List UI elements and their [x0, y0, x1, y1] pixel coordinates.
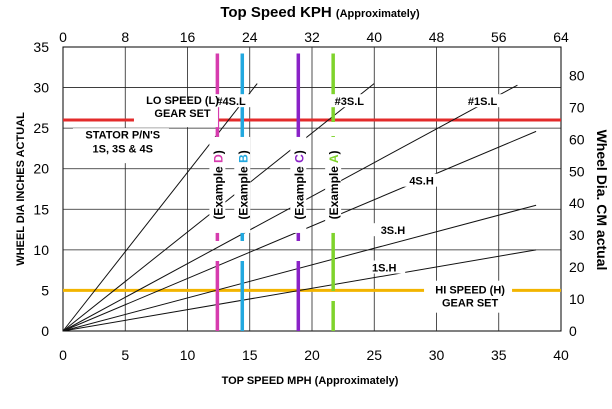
top-tick-label: 0	[59, 29, 67, 45]
series-line-1sl	[62, 84, 518, 332]
right-tick-label: 0	[569, 323, 577, 339]
right-tick-label: 10	[569, 291, 585, 307]
series-label-3sl: #3S.L	[335, 96, 365, 108]
x-tick-label: 30	[429, 347, 445, 363]
y-tick-label: 30	[33, 80, 49, 96]
series-label-4sh: 4S.H	[409, 176, 434, 188]
x-tick-label: 20	[304, 347, 320, 363]
top-axis-title: Top Speed KPH (Approximately)	[220, 4, 420, 21]
top-tick-label: 8	[121, 29, 129, 45]
series-label-bg	[328, 94, 371, 108]
lo-label-line2: GEAR SET	[154, 108, 211, 120]
top-tick-label: 40	[366, 29, 382, 45]
y-tick-label: 20	[33, 161, 49, 177]
right-tick-label: 20	[569, 259, 585, 275]
x-tick-label: 0	[59, 347, 67, 363]
series-label-bg	[400, 173, 443, 187]
y-tick-label: 0	[41, 323, 49, 339]
series-label-bg	[363, 260, 406, 274]
top-tick-label: 16	[180, 29, 196, 45]
right-tick-label: 70	[569, 99, 585, 115]
series-label-1sh: 1S.H	[372, 263, 397, 275]
top-tick-label: 24	[242, 29, 258, 45]
example-label: (Example D)	[211, 150, 225, 219]
hi-label-bg	[424, 280, 513, 313]
stator-label-line1: STATOR P/N'S	[85, 129, 160, 141]
y-tick-label: 25	[33, 120, 49, 136]
x-tick-label: 40	[553, 347, 569, 363]
example-label-bg	[234, 136, 251, 233]
x-axis-title: TOP SPEED MPH (Approximately)	[222, 375, 399, 387]
example-label: (Example A)	[327, 150, 341, 219]
series-label-bg	[210, 94, 253, 108]
x-tick-label: 25	[366, 347, 382, 363]
series-label-3sh: 3S.H	[381, 225, 406, 237]
y-axis-title: WHEEL DIA INCHES ACTUAL	[15, 112, 27, 266]
top-tick-label: 56	[491, 29, 507, 45]
x-tick-label: 5	[121, 347, 129, 363]
y-tick-label: 10	[33, 242, 49, 258]
x-tick-label: 15	[242, 347, 258, 363]
hi-label-line1: HI SPEED (H)	[435, 284, 505, 296]
y-tick-label: 15	[33, 201, 49, 217]
series-label-bg	[371, 223, 414, 237]
series-line-4sl	[62, 83, 258, 332]
series-label-4sl: #4S.L	[216, 96, 246, 108]
y-tick-label: 5	[41, 282, 49, 298]
top-tick-label: 32	[304, 29, 320, 45]
hi-label-line2: GEAR SET	[442, 297, 499, 309]
x-tick-label: 10	[180, 347, 196, 363]
example-label-bg	[290, 136, 307, 233]
right-tick-label: 30	[569, 227, 585, 243]
example-label-bg	[209, 136, 226, 233]
example-label: (Example C)	[292, 150, 306, 219]
right-tick-label: 40	[569, 195, 585, 211]
lo-label-line1: LO SPEED (L)	[146, 95, 219, 107]
right-tick-label: 50	[569, 163, 585, 179]
stator-label-bg	[72, 128, 169, 164]
series-label-bg	[461, 94, 504, 108]
example-label: (Example B)	[236, 150, 250, 219]
x-tick-label: 35	[491, 347, 507, 363]
top-tick-label: 48	[429, 29, 445, 45]
lo-label-bg	[133, 98, 218, 128]
top-tick-label: 64	[553, 29, 569, 45]
series-label-1sl: #1S.L	[468, 96, 498, 108]
y-tick-label: 35	[33, 39, 49, 55]
right-tick-label: 80	[569, 67, 585, 83]
y2-axis-title: Wheel Dia. CM actual	[594, 130, 610, 271]
stator-label-line2: 1S, 3S & 4S	[92, 143, 153, 155]
right-tick-label: 60	[569, 131, 585, 147]
example-label-bg	[325, 136, 342, 233]
